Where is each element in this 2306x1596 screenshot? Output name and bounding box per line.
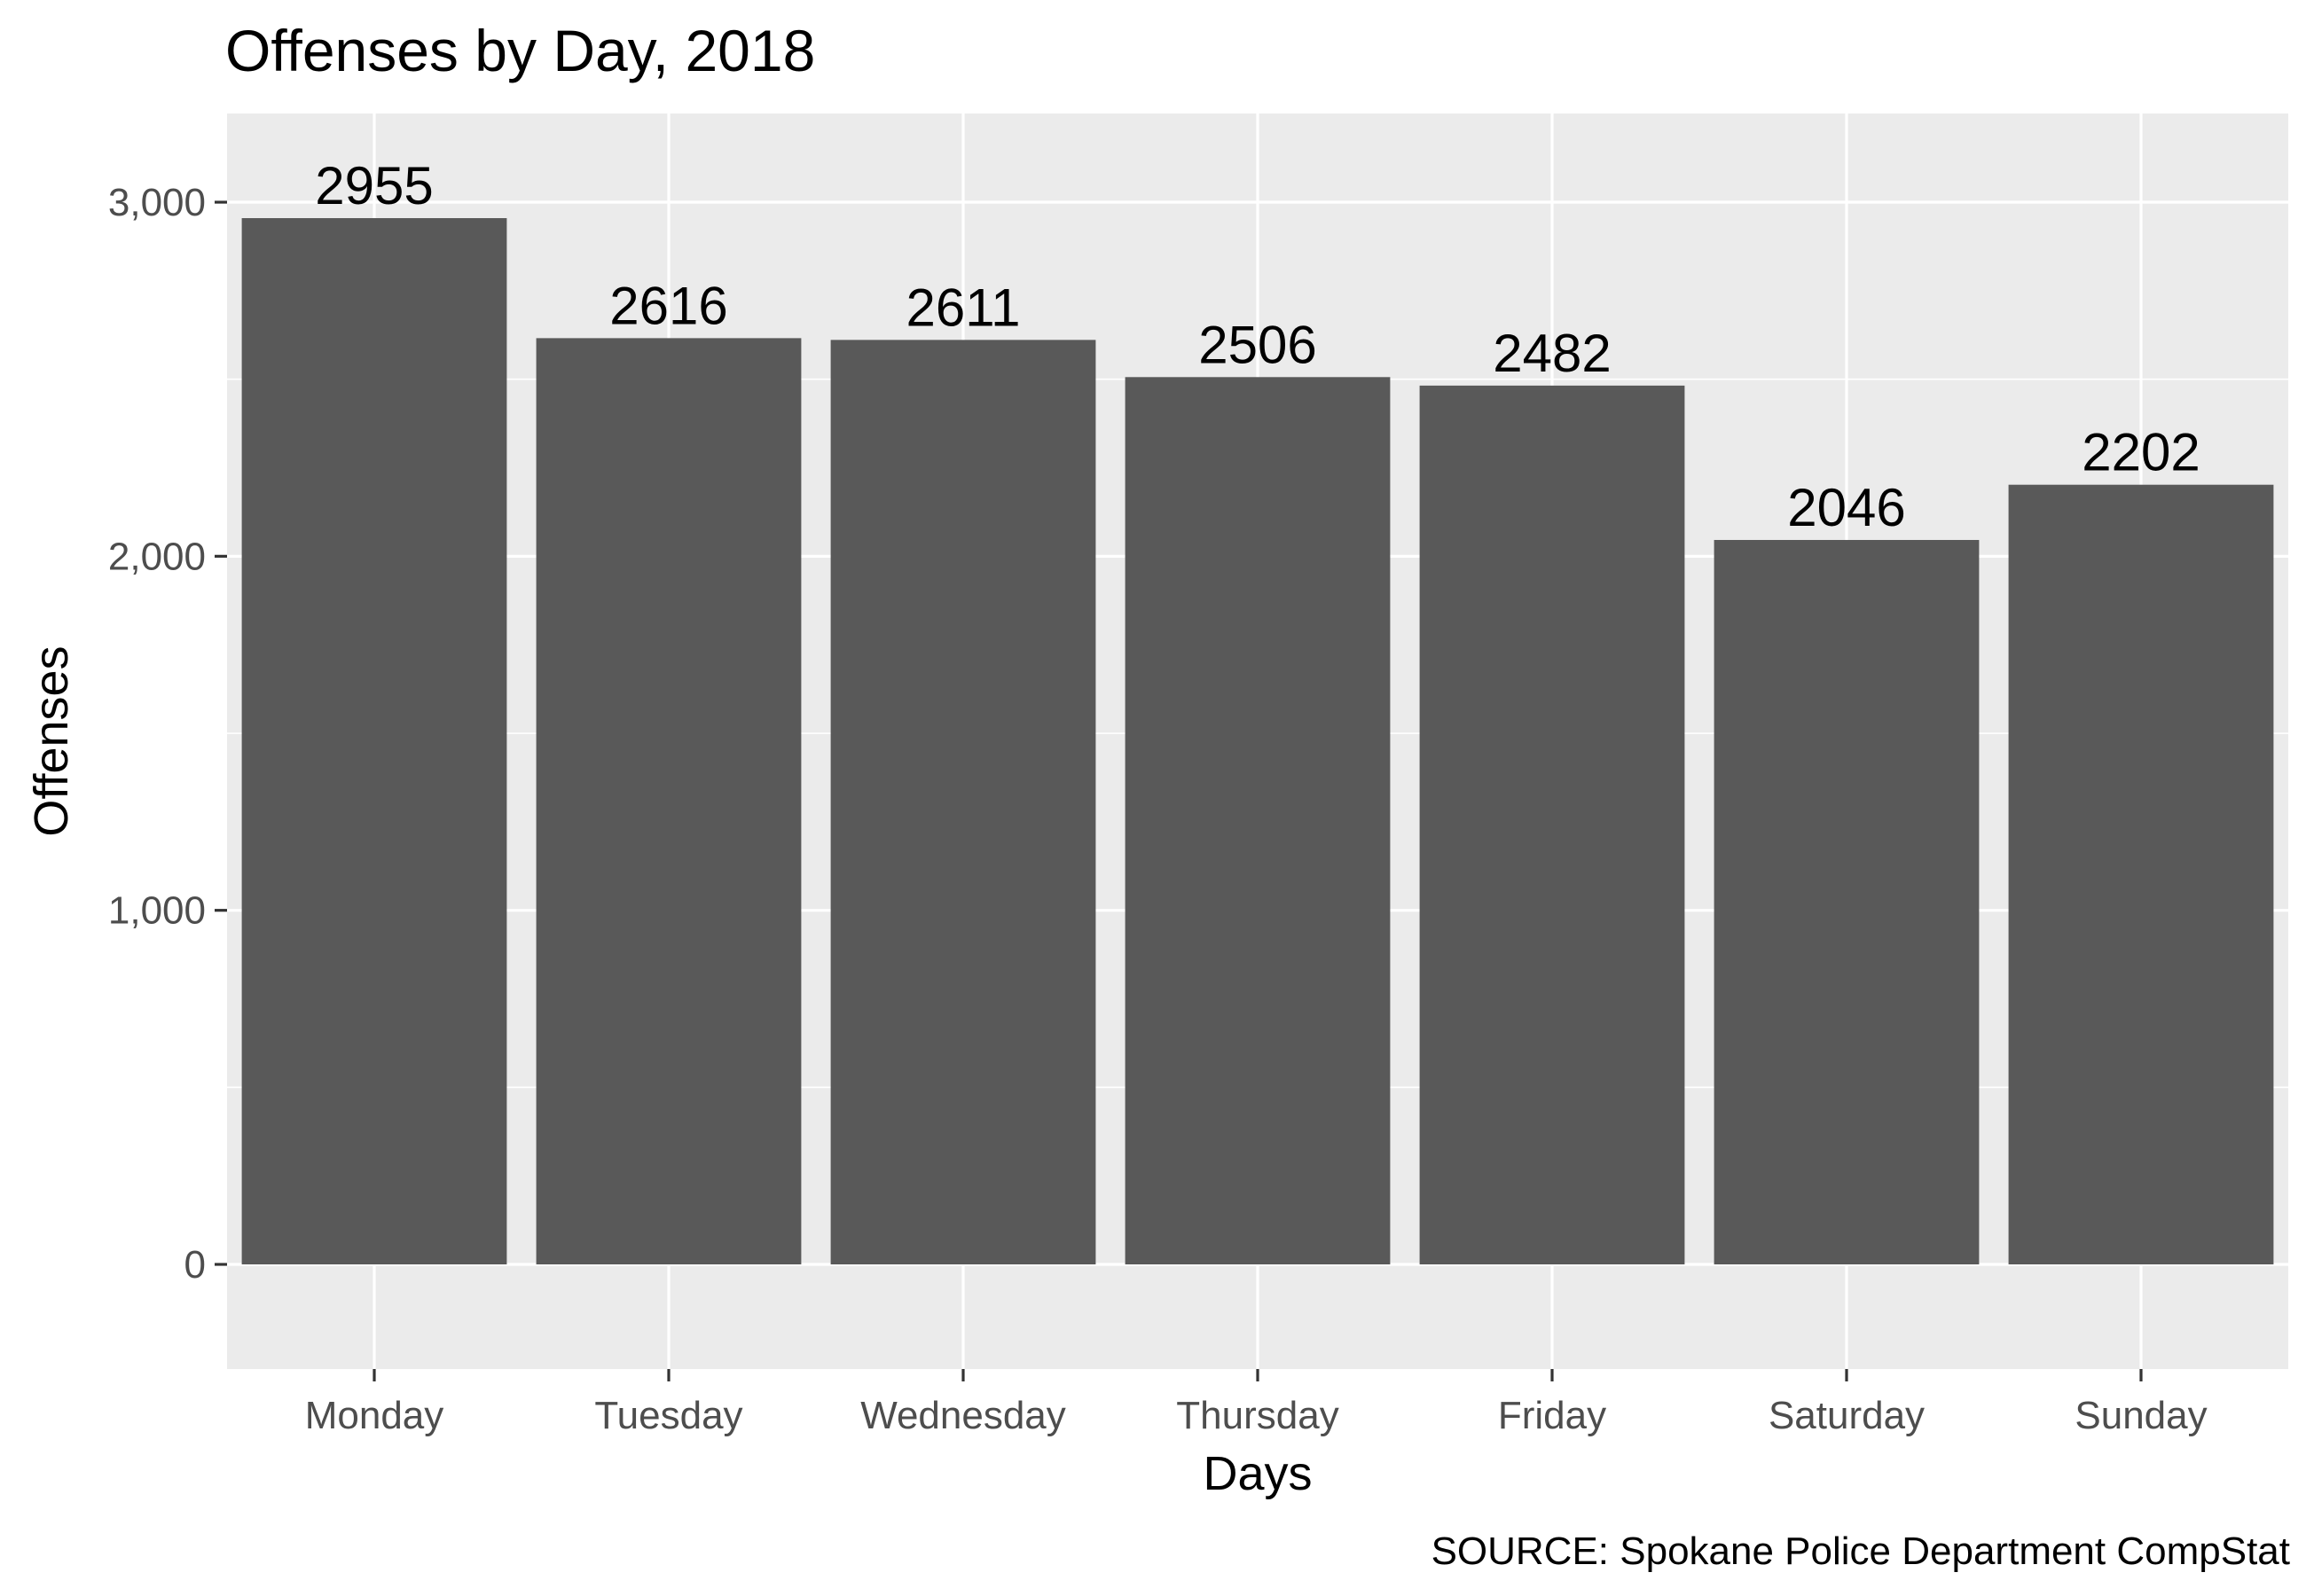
data-label-wednesday: 2611 [906,278,1020,337]
bars [241,218,2274,1264]
bar-tuesday [536,338,802,1264]
source-caption: SOURCE: Spokane Police Department CompSt… [1431,1530,2290,1573]
data-label-monday: 2955 [315,156,433,215]
data-label-saturday: 2046 [1787,478,1905,537]
chart-title: Offenses by Day, 2018 [225,18,815,83]
x-tick-label: Thursday [1176,1394,1338,1437]
x-axis-title: Days [1203,1447,1312,1500]
data-label-thursday: 2506 [1198,315,1316,374]
y-tick-label: 1,000 [108,889,206,933]
y-axis-title: Offenses [25,645,78,836]
bar-thursday [1125,377,1391,1264]
x-tick-label: Monday [305,1394,444,1437]
x-tick-label: Friday [1498,1394,1606,1437]
y-tick-label: 0 [184,1243,206,1287]
bar-sunday [2008,484,2274,1264]
y-tick-label: 3,000 [108,181,206,224]
data-label-friday: 2482 [1493,324,1611,383]
y-tick-label: 2,000 [108,535,206,578]
bar-friday [1419,385,1685,1264]
x-tick-label: Saturday [1769,1394,1925,1437]
bar-wednesday [830,340,1096,1264]
axes: 0 1,000 2,000 3,000 Monday Tuesday Wednesday Th… [108,181,2208,1437]
bar-monday [241,218,507,1264]
data-labels: 2955 2616 2611 2506 2482 2046 2202 [315,156,2200,537]
data-label-tuesday: 2616 [609,276,727,335]
data-label-sunday: 2202 [2082,423,2200,482]
x-tick-label: Tuesday [594,1394,742,1437]
x-tick-label: Wednesday [860,1394,1066,1437]
bar-saturday [1714,539,1980,1264]
x-tick-label: Sunday [2075,1394,2207,1437]
